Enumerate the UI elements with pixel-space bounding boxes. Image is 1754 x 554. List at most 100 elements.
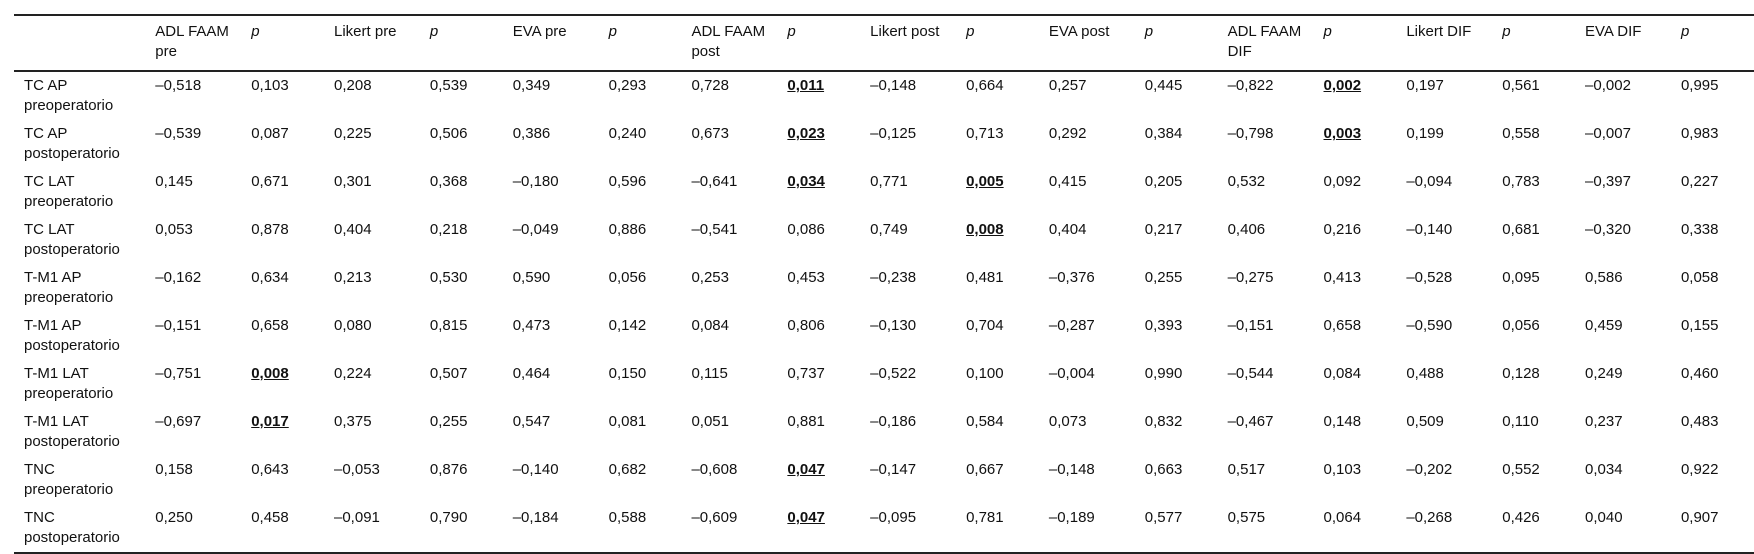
header-cell-p: p [966,23,975,40]
table-cell: 0,199 [1406,125,1444,142]
row-label: TC LAT preoperatorio [24,173,114,210]
table-cell: 0,728 [691,77,729,94]
table-cell: –0,608 [691,461,738,478]
table-cell: 0,034 [1585,461,1623,478]
table-row: T-M1 LAT preoperatorio –0,751 0,008 0,224 0,… [14,360,1754,408]
row-label: TC LAT postoperatorio [24,221,120,258]
table-cell: –0,140 [512,461,559,478]
table-cell: 0,375 [334,413,372,430]
header-cell-empty [14,15,145,71]
table-cell: 0,790 [429,509,468,526]
table-cell: 0,100 [966,365,1004,382]
table-cell: –0,130 [870,317,917,334]
table-cell: 0,445 [1144,77,1183,94]
header-cell: Likert post [870,23,940,40]
table-row: T-M1 LAT postoperatorio –0,697 0,017 0,375 0… [14,408,1754,456]
table-cell: –0,590 [1406,317,1453,334]
row-label: T-M1 LAT postoperatorio [24,413,120,450]
table-cell: 0,056 [608,269,647,286]
table-cell: 0,509 [1406,413,1444,430]
table-cell: 0,663 [1144,461,1183,478]
table-cell: 0,749 [870,221,908,238]
table-cell: 0,249 [1585,365,1623,382]
table-cell: 0,208 [334,77,372,94]
table-cell: –0,376 [1048,269,1095,286]
header-cell-p: p [608,23,617,40]
table-cell: 0,292 [1048,125,1087,142]
table-cell: 0,237 [1585,413,1623,430]
table-row: T-M1 AP postoperatorio –0,151 0,658 0,080 0,… [14,312,1754,360]
table-cell: 0,886 [608,221,647,238]
table-cell: 0,142 [608,317,647,334]
table-cell: 0,406 [1227,221,1266,238]
header-cell: ADL FAAM post [691,23,766,60]
table-cell: 0,115 [691,365,728,382]
table-cell: 0,481 [966,269,1004,286]
table-cell: 0,253 [691,269,729,286]
table-cell-significant: 0,023 [787,125,825,142]
table-cell: 0,664 [966,77,1004,94]
table-cell: 0,404 [1048,221,1087,238]
table-cell: 0,667 [966,461,1004,478]
table-cell: –0,528 [1406,269,1453,286]
table-cell: 0,453 [787,269,825,286]
table-cell: –0,238 [870,269,917,286]
table-cell: 0,634 [251,269,289,286]
table-cell: 0,922 [1680,461,1719,478]
table-cell-significant: 0,002 [1323,77,1362,94]
table-cell: 0,737 [787,365,825,382]
table-cell: –0,147 [870,461,917,478]
table-cell: –0,184 [512,509,559,526]
table-cell: –0,697 [155,413,202,430]
table-cell: 0,643 [251,461,289,478]
table-cell: 0,349 [512,77,551,94]
table-row: TNC preoperatorio 0,158 0,643 –0,053 0,876 –0… [14,456,1754,504]
header-cell-p: p [787,23,796,40]
table-cell: 0,878 [251,221,289,238]
header-cell: ADL FAAM pre [155,23,229,60]
table-cell: 0,673 [691,125,729,142]
table-cell: 0,040 [1585,509,1623,526]
table-cell: 0,488 [1406,365,1444,382]
table-cell: –0,186 [870,413,917,430]
table-cell: –0,544 [1227,365,1274,382]
table-cell: –0,609 [691,509,738,526]
table-cell: 0,995 [1680,77,1719,94]
table-cell-significant: 0,047 [787,509,825,526]
table-cell: 0,577 [1144,509,1183,526]
table-row: TC LAT postoperatorio 0,053 0,878 0,404 0,21… [14,216,1754,264]
table-cell: 0,155 [1680,317,1719,334]
table-cell: 0,539 [429,77,468,94]
table-header: ADL FAAM pre p Likert pre p EVA pre p ADL FAAM… [14,15,1754,71]
table-cell: 0,148 [1323,413,1362,430]
table-cell: 0,881 [787,413,825,430]
table-cell: –0,541 [691,221,738,238]
table-cell: –0,002 [1585,77,1631,94]
table-cell: –0,275 [1227,269,1274,286]
table-cell: 0,815 [429,317,468,334]
table-cell: 0,255 [429,413,468,430]
table-cell: 0,225 [334,125,372,142]
table-cell: 0,704 [966,317,1004,334]
table-cell: 0,517 [1227,461,1266,478]
table-cell: 0,145 [155,173,193,190]
row-label: TC AP postoperatorio [24,125,120,162]
table-cell: 0,084 [691,317,729,334]
table-cell: 0,103 [1323,461,1362,478]
table-cell: 0,506 [429,125,468,142]
table-cell: 0,413 [1323,269,1362,286]
table-cell: 0,073 [1048,413,1087,430]
table-cell: 0,713 [966,125,1004,142]
row-label: T-M1 AP preoperatorio [24,269,114,306]
table-cell: 0,084 [1323,365,1362,382]
table-body: TC AP preoperatorio –0,518 0,103 0,208 0,539… [14,71,1754,553]
table-cell: 0,658 [1323,317,1362,334]
table-cell: –0,095 [870,509,917,526]
table-cell: 0,460 [1680,365,1719,382]
table-cell: 0,483 [1680,413,1719,430]
table-cell: –0,180 [512,173,559,190]
header-cell-p: p [1680,23,1690,40]
table-cell: 0,386 [512,125,551,142]
table-cell: 0,464 [512,365,551,382]
row-label: T-M1 LAT preoperatorio [24,365,114,402]
